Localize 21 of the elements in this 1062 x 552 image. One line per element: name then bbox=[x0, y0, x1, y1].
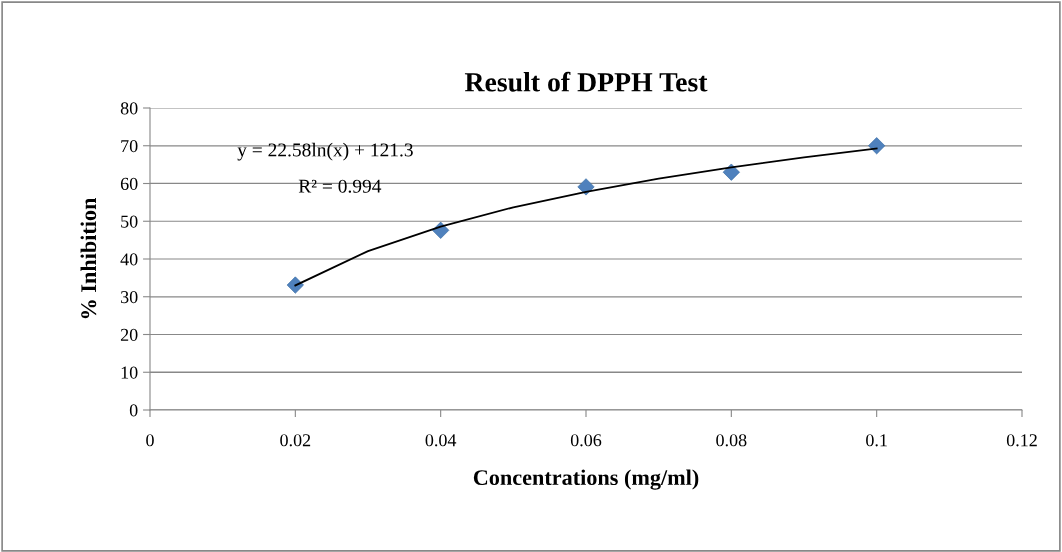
y-tick-label: 60 bbox=[120, 177, 138, 190]
y-tick-label: 50 bbox=[121, 215, 138, 228]
y-tick-label: 10 bbox=[121, 366, 138, 379]
y-tick-label: 0 bbox=[129, 404, 138, 417]
y-tick-label: 40 bbox=[120, 253, 138, 266]
x-tick-label: 0.04 bbox=[425, 434, 457, 447]
y-axis-title: % Inhibition bbox=[80, 197, 97, 319]
x-axis-title: Concentrations (mg/ml) bbox=[473, 469, 699, 490]
y-tick-label: 30 bbox=[121, 291, 138, 304]
chart-title: Result of DPPH Test bbox=[464, 71, 708, 92]
y-tick-label: 20 bbox=[120, 328, 138, 341]
y-tick-label: 70 bbox=[121, 140, 138, 153]
x-tick-label: 0.06 bbox=[570, 434, 602, 447]
x-tick-label: 0 bbox=[146, 434, 154, 447]
annotation: y = 22.58ln(x) + 121.3 bbox=[237, 142, 413, 161]
x-tick-label: 0.08 bbox=[716, 434, 747, 447]
x-tick-label: 0.12 bbox=[1006, 434, 1037, 447]
x-tick-label: 0.02 bbox=[280, 434, 311, 447]
annotation: R² = 0.994 bbox=[298, 179, 382, 193]
x-tick-label: 0.1 bbox=[866, 434, 887, 447]
y-tick-label: 80 bbox=[120, 102, 138, 115]
